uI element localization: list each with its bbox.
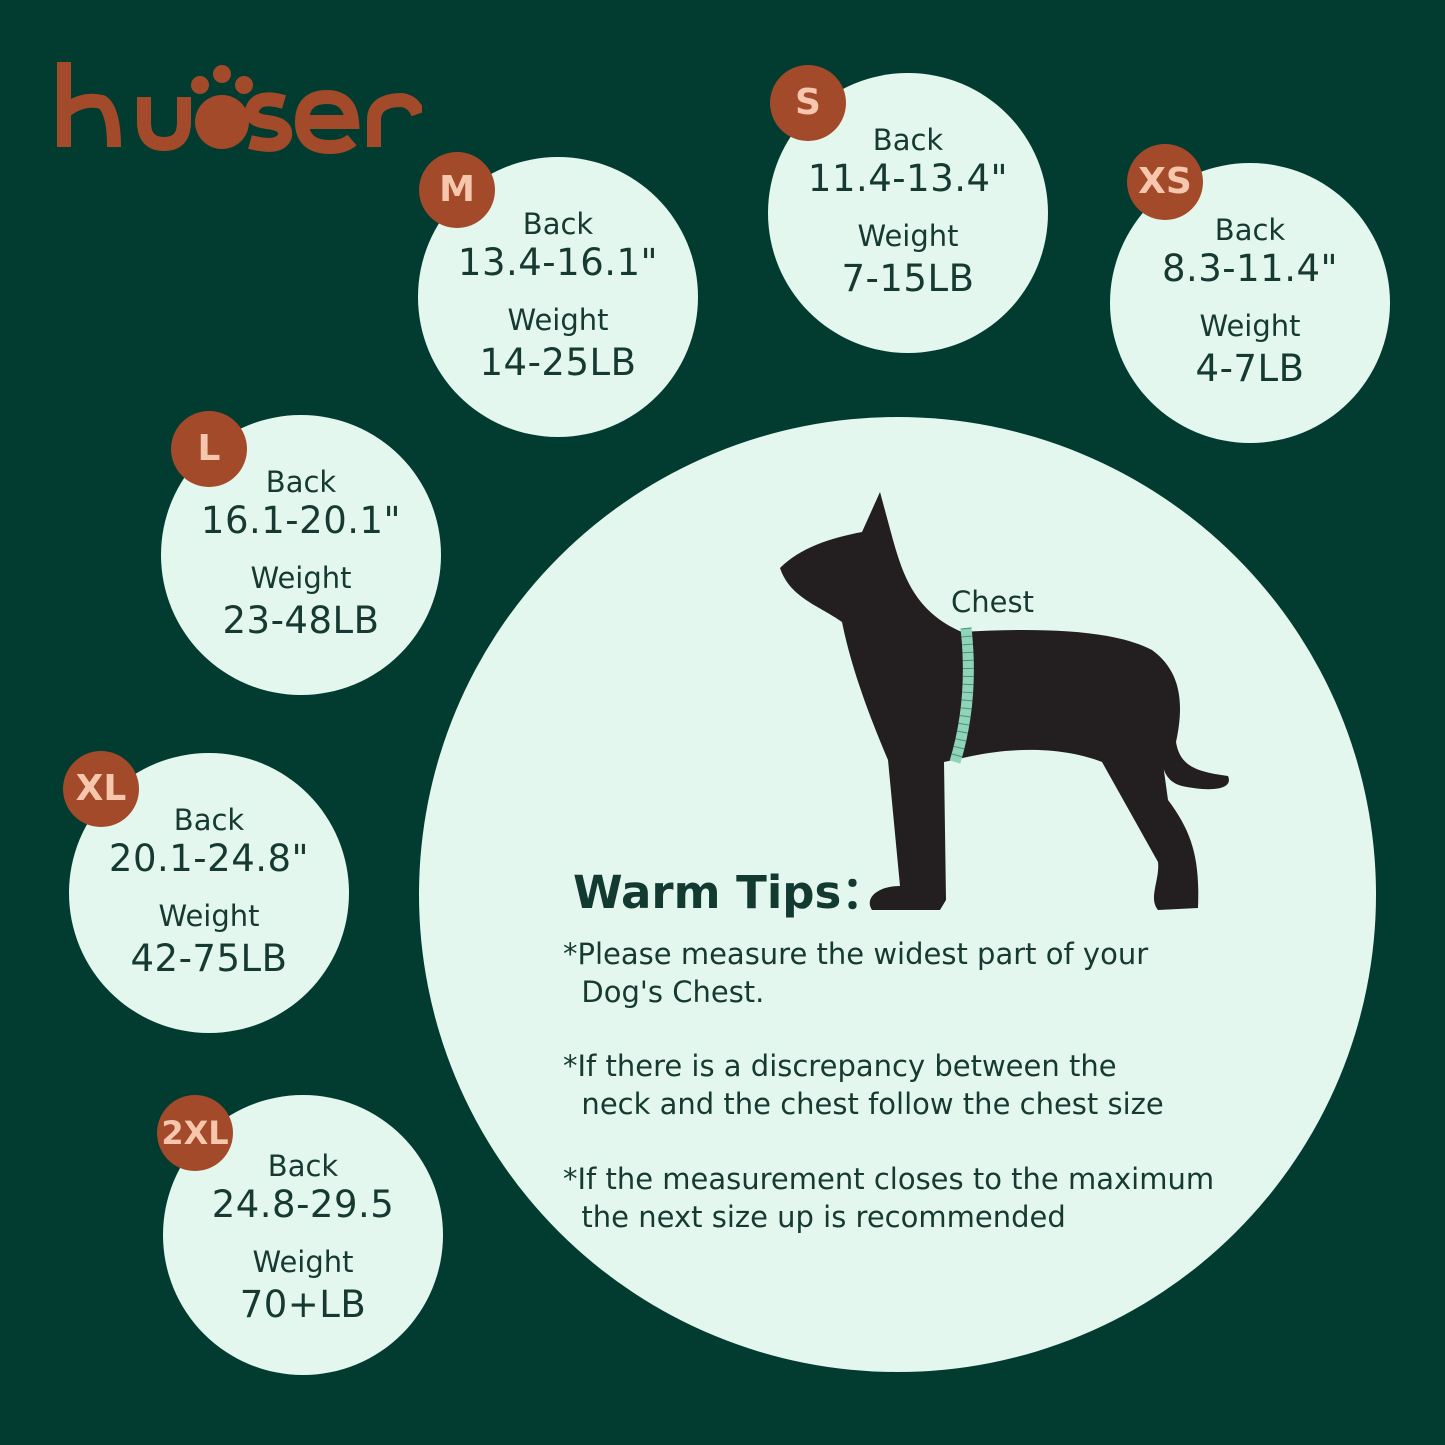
weight-label: Weight: [252, 1245, 354, 1279]
size-card-s: Back 11.4-13.4" Weight 7-15LB: [768, 73, 1048, 353]
size-card-m: Back 13.4-16.1" Weight 14-25LB: [418, 157, 698, 437]
size-badge-2xl: 2XL: [157, 1095, 233, 1171]
weight-value: 14-25LB: [479, 341, 637, 384]
size-badge-l: L: [171, 411, 247, 487]
weight-value: 23-48LB: [222, 599, 380, 642]
weight-value: 4-7LB: [1195, 347, 1305, 390]
back-value: 24.8-29.5: [211, 1183, 395, 1226]
weight-value: 70+LB: [239, 1283, 367, 1326]
weight-value: 42-75LB: [130, 937, 288, 980]
warm-tips-title: Warm Tips：: [573, 866, 887, 919]
back-value: 20.1-24.8": [108, 837, 310, 880]
kuoser-logo: [57, 62, 422, 155]
tip-item: *Please measure the widest part of your …: [563, 937, 1149, 1009]
weight-value: 7-15LB: [841, 257, 975, 300]
weight-label: Weight: [507, 303, 609, 337]
chest-label: Chest: [951, 585, 1034, 619]
size-badge-m: M: [419, 152, 495, 228]
weight-label: Weight: [158, 899, 260, 933]
weight-label: Weight: [250, 561, 352, 595]
back-value: 11.4-13.4": [807, 157, 1009, 200]
back-label: Back: [522, 207, 594, 241]
back-label: Back: [872, 123, 944, 157]
back-value: 13.4-16.1": [457, 241, 659, 284]
tip-item: *If the measurement closes to the maximu…: [563, 1162, 1215, 1234]
back-value: 8.3-11.4": [1161, 247, 1339, 290]
back-value: 16.1-20.1": [200, 499, 402, 542]
back-label: Back: [1214, 213, 1286, 247]
size-badge-xs: XS: [1127, 144, 1203, 220]
weight-label: Weight: [857, 219, 959, 253]
back-label: Back: [267, 1149, 339, 1183]
size-badge-xl: XL: [63, 751, 139, 827]
back-label: Back: [265, 465, 337, 499]
tip-item: *If there is a discrepancy between the n…: [563, 1049, 1164, 1121]
weight-label: Weight: [1199, 309, 1301, 343]
back-label: Back: [173, 803, 245, 837]
size-badge-s: S: [770, 65, 846, 141]
